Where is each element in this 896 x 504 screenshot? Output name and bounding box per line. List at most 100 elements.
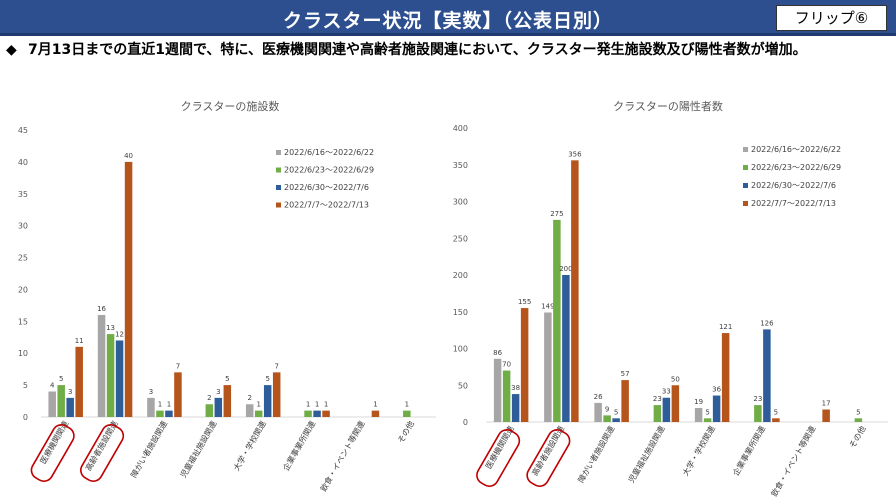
bar bbox=[205, 404, 214, 417]
category-label: 飲食・イベント等関連 bbox=[318, 419, 367, 493]
category-label: 高齢者施設関連 bbox=[529, 424, 566, 477]
bar-value-label: 1 bbox=[324, 401, 328, 409]
bar bbox=[763, 329, 771, 422]
bar-value-label: 1 bbox=[405, 401, 409, 409]
bar bbox=[493, 358, 502, 422]
legend-swatch bbox=[743, 183, 748, 188]
legend-label: 2022/6/16～2022/6/22 bbox=[284, 148, 374, 157]
bar bbox=[115, 340, 124, 417]
bar-value-label: 16 bbox=[97, 305, 106, 313]
y-tick-label: 30 bbox=[18, 222, 28, 231]
legend-label: 2022/6/30～2022/7/6 bbox=[751, 181, 836, 190]
bar-value-label: 23 bbox=[753, 395, 762, 403]
category-label: その他 bbox=[847, 424, 868, 450]
bar-value-label: 126 bbox=[760, 319, 774, 327]
bar bbox=[621, 380, 629, 422]
y-tick-label: 150 bbox=[453, 308, 468, 317]
bar bbox=[511, 394, 520, 422]
bar-value-label: 12 bbox=[115, 330, 124, 338]
category-label: 大学・学校関連 bbox=[680, 424, 717, 477]
bar-value-label: 356 bbox=[568, 150, 582, 158]
bar-value-label: 275 bbox=[550, 210, 563, 218]
bar bbox=[703, 418, 712, 422]
y-tick-label: 5 bbox=[23, 381, 28, 390]
bar bbox=[854, 418, 863, 422]
bar-value-label: 5 bbox=[265, 375, 269, 383]
highlight-oval bbox=[80, 424, 125, 482]
y-tick-label: 50 bbox=[458, 381, 468, 390]
bar-value-label: 200 bbox=[559, 265, 572, 273]
bar-value-label: 5 bbox=[856, 408, 860, 416]
flip-badge: フリップ⑥ bbox=[776, 5, 887, 31]
bar bbox=[603, 415, 611, 422]
legend-label: 2022/7/7～2022/7/13 bbox=[284, 201, 369, 210]
chart-title: クラスターの陽性者数 bbox=[613, 99, 723, 113]
bar bbox=[822, 409, 830, 422]
bar bbox=[124, 161, 133, 417]
bar bbox=[97, 314, 106, 417]
bar-value-label: 19 bbox=[694, 398, 703, 406]
category-label: 高齢者施設関連 bbox=[83, 419, 120, 472]
bar-value-label: 57 bbox=[621, 370, 630, 378]
bar bbox=[106, 334, 115, 417]
highlight-oval bbox=[526, 429, 571, 487]
y-tick-label: 0 bbox=[23, 413, 28, 422]
bar-value-label: 50 bbox=[671, 375, 680, 383]
bar-value-label: 26 bbox=[594, 393, 603, 401]
legend-swatch bbox=[743, 147, 748, 152]
bar-value-label: 1 bbox=[373, 401, 377, 409]
legend-swatch bbox=[276, 167, 281, 173]
bar bbox=[403, 410, 411, 417]
category-label: 大学・学校関連 bbox=[231, 419, 268, 472]
bar bbox=[694, 408, 703, 422]
bar-value-label: 5 bbox=[705, 408, 709, 416]
bar bbox=[594, 402, 602, 422]
y-tick-label: 40 bbox=[18, 158, 28, 167]
bar bbox=[772, 418, 780, 422]
y-tick-label: 20 bbox=[18, 285, 28, 294]
y-tick-label: 250 bbox=[453, 234, 468, 243]
bar-value-label: 5 bbox=[774, 408, 778, 416]
y-tick-label: 0 bbox=[463, 418, 468, 427]
category-label: その他 bbox=[395, 419, 416, 445]
y-tick-label: 350 bbox=[453, 161, 468, 170]
bar-value-label: 40 bbox=[124, 152, 133, 160]
bar bbox=[544, 312, 552, 422]
facilities-chart: クラスターの施設数05101520253035404545311医療機関関連16… bbox=[18, 99, 436, 493]
bar-value-label: 1 bbox=[306, 401, 310, 409]
y-tick-label: 10 bbox=[18, 349, 28, 358]
bar-value-label: 1 bbox=[167, 401, 171, 409]
bar bbox=[520, 308, 529, 422]
bar-value-label: 3 bbox=[216, 388, 220, 396]
bar bbox=[721, 333, 730, 422]
category-label: 企業事業所関連 bbox=[281, 419, 318, 472]
chart-title: クラスターの施設数 bbox=[181, 99, 280, 113]
bar bbox=[371, 410, 380, 417]
bar-value-label: 155 bbox=[518, 298, 531, 306]
bar bbox=[48, 391, 56, 417]
y-tick-label: 300 bbox=[453, 198, 468, 207]
legend-label: 2022/6/23～2022/6/29 bbox=[751, 163, 841, 172]
bar-value-label: 5 bbox=[59, 375, 63, 383]
bar bbox=[75, 346, 83, 417]
bar bbox=[263, 385, 272, 417]
bar-value-label: 4 bbox=[50, 381, 55, 389]
bar bbox=[662, 397, 671, 422]
legend-swatch bbox=[276, 185, 281, 190]
bar bbox=[147, 397, 155, 417]
bar-value-label: 5 bbox=[225, 375, 229, 383]
bar bbox=[502, 370, 511, 422]
bar bbox=[272, 372, 281, 417]
y-tick-label: 15 bbox=[18, 317, 28, 326]
bar-value-label: 2 bbox=[247, 394, 251, 402]
bar bbox=[313, 410, 321, 417]
y-tick-label: 35 bbox=[18, 190, 28, 199]
category-label: 児童福祉施設関連 bbox=[626, 424, 667, 484]
bar-value-label: 1 bbox=[315, 401, 319, 409]
bar-value-label: 36 bbox=[712, 386, 721, 394]
bar-value-label: 1 bbox=[256, 401, 260, 409]
bar-value-label: 7 bbox=[274, 362, 278, 370]
bar bbox=[214, 397, 223, 417]
bar bbox=[754, 405, 762, 422]
